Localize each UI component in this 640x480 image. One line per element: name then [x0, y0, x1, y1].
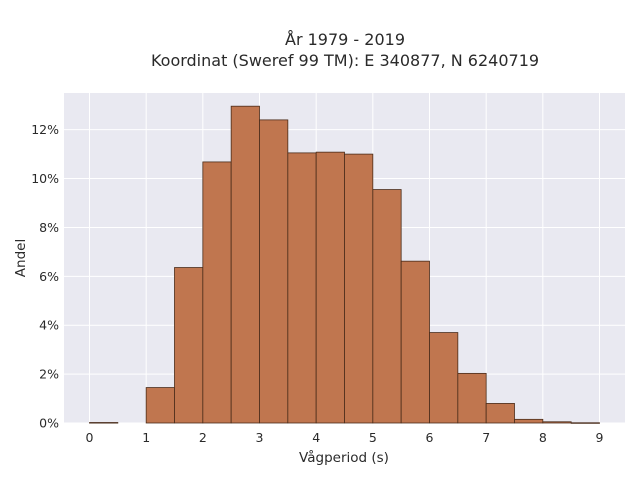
histogram-bar — [400, 260, 430, 424]
histogram-bar — [145, 387, 175, 424]
histogram-bar — [457, 372, 487, 424]
y-tick-label: 4% — [39, 318, 59, 333]
histogram-bar — [230, 105, 260, 424]
chart-title: År 1979 - 2019 — [285, 30, 405, 49]
histogram-bar — [570, 422, 600, 424]
x-tick-label: 1 — [142, 430, 150, 445]
y-tick-label: 6% — [39, 269, 59, 284]
x-tick-label: 9 — [596, 430, 604, 445]
histogram-bar — [372, 189, 402, 424]
histogram-bar — [344, 153, 374, 424]
y-tick-label: 10% — [31, 171, 59, 186]
x-tick-labels: 0 1 2 3 4 5 6 7 8 9 — [86, 430, 604, 445]
y-tick-label: 8% — [39, 220, 59, 235]
histogram-bar — [542, 421, 572, 424]
x-tick-label: 0 — [86, 430, 94, 445]
histogram-bar — [514, 418, 544, 424]
x-axis-label: Vågperiod (s) — [299, 449, 389, 466]
x-tick-label: 3 — [256, 430, 264, 445]
y-axis-label: Andel — [13, 239, 29, 277]
histogram-bar — [259, 119, 289, 424]
y-tick-label: 12% — [31, 122, 59, 137]
histogram-bar — [89, 422, 119, 424]
x-tick-label: 7 — [482, 430, 490, 445]
x-tick-label: 2 — [199, 430, 207, 445]
chart-subtitle: Koordinat (Sweref 99 TM): E 340877, N 62… — [151, 51, 539, 70]
histogram-bar — [485, 403, 515, 424]
y-tick-label: 0% — [39, 416, 59, 431]
bars — [89, 105, 600, 424]
x-tick-label: 8 — [539, 430, 547, 445]
histogram-bar — [429, 332, 459, 424]
x-tick-label: 5 — [369, 430, 377, 445]
x-tick-label: 4 — [312, 430, 320, 445]
y-tick-labels: 0% 2% 4% 6% 8% 10% 12% — [31, 122, 59, 430]
histogram-bar — [202, 161, 232, 424]
histogram-bar — [315, 151, 345, 424]
histogram-bar — [287, 152, 317, 424]
histogram-bar — [174, 267, 204, 424]
x-tick-label: 6 — [426, 430, 434, 445]
y-tick-label: 2% — [39, 367, 59, 382]
